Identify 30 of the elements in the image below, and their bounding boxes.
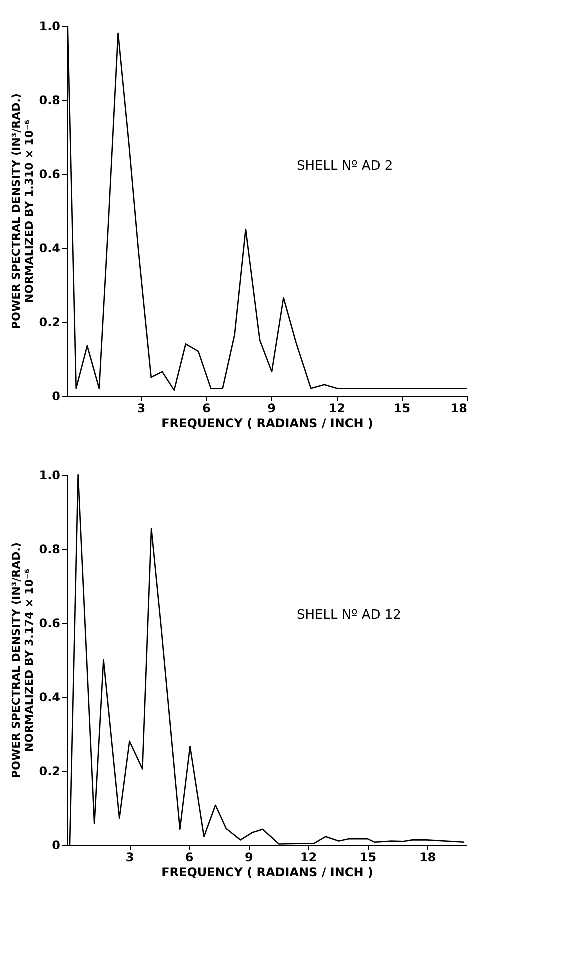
x-tick-label: 12 <box>300 850 318 864</box>
annotation: SHELL Nº AD 2 <box>297 159 394 174</box>
y-tick-label: 0.2 <box>39 764 60 778</box>
x-tick-label: 9 <box>268 402 276 416</box>
y-tick-label: 1.0 <box>39 468 60 482</box>
x-tick-label: 3 <box>126 850 134 864</box>
y-tick-label: 0.6 <box>39 168 60 182</box>
y-tick-label: 0 <box>52 838 60 852</box>
y-axis-title: POWER SPECTRAL DENSITY (IN³/RAD.) NORMALIZED BY 1.310 × 10⁻⁶ <box>10 94 36 330</box>
y-axis-title: POWER SPECTRAL DENSITY (IN³/RAD.) NORMALIZED BY 3.174 × 10⁻⁶ <box>10 542 36 778</box>
x-tick-label: 6 <box>202 402 211 416</box>
y-tick-label: 0.6 <box>39 616 60 630</box>
y-tick-label: 0 <box>52 390 60 404</box>
x-tick-label: 9 <box>244 850 254 864</box>
x-tick-label: 18 <box>450 402 468 416</box>
y-tick-label: 0.4 <box>39 690 60 704</box>
x-tick-label: 15 <box>394 402 411 416</box>
x-tick-label: 12 <box>328 402 346 416</box>
y-tick-label: 0.2 <box>39 316 60 330</box>
x-axis-title: FREQUENCY ( RADIANS / INCH ) <box>162 866 374 880</box>
y-tick-label: 0.8 <box>39 542 60 556</box>
x-tick-label: 18 <box>419 850 436 864</box>
y-tick-label: 1.0 <box>39 20 60 34</box>
annotation: SHELL Nº AD 12 <box>297 608 402 623</box>
x-axis-title: FREQUENCY ( RADIANS / INCH ) <box>162 416 374 430</box>
y-tick-label: 0.8 <box>39 94 60 108</box>
x-tick-label: 6 <box>185 850 194 864</box>
x-tick-label: 15 <box>360 850 377 864</box>
x-tick-label: 3 <box>137 402 146 416</box>
y-tick-label: 0.4 <box>39 242 60 256</box>
